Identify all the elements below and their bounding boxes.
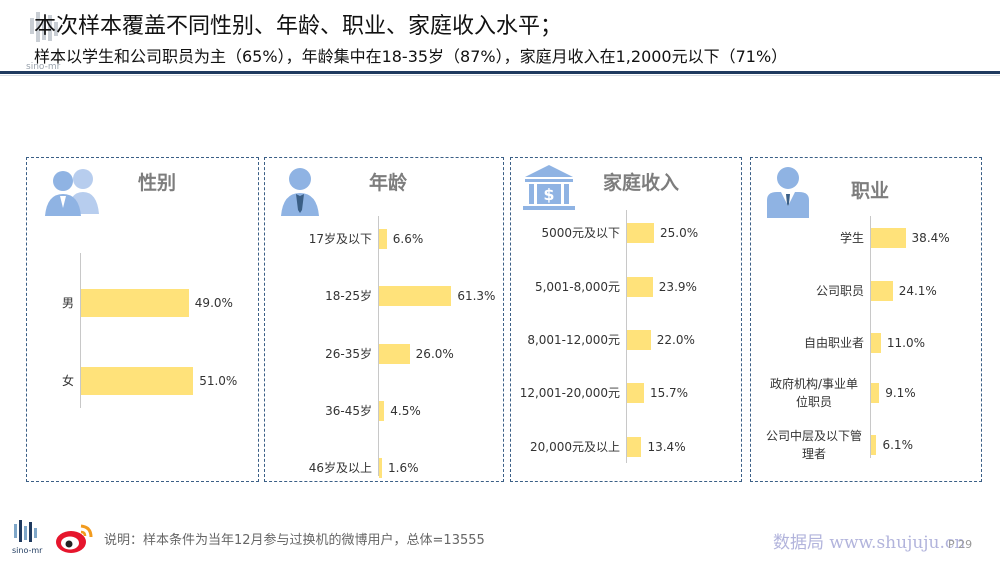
value-label: 9.1% [885,386,916,400]
bar [379,286,452,306]
panel-age: 年龄 17岁及以下 6.6% 18-25岁 61.3% 26-35岁 26.0% 36-45… [264,157,504,482]
category-label: 5,001-8,000元 [534,280,620,294]
value-label: 13.4% [647,440,686,454]
bar [871,281,893,301]
value-label: 6.1% [882,438,913,452]
brand-text: sino-mr [26,62,61,72]
category-label: 17岁及以下 [308,232,372,246]
category-label: 女 [61,374,74,388]
value-label: 6.6% [392,232,424,246]
bar [871,435,877,455]
value-label: 49.0% [194,296,233,310]
category-label: 政府机构/事业单位职员 [769,377,859,409]
bar [81,367,194,395]
category-axis [626,210,627,463]
bar [379,401,385,421]
person-icon [279,166,321,220]
category-label: 18-25岁 [325,289,372,303]
panel-gender: 性别 男 49.0% 女 51.0% [26,157,259,482]
category-label: 36-45岁 [325,404,372,418]
svg-text:$: $ [543,185,554,204]
bar [871,228,906,248]
value-label: 23.9% [658,280,697,294]
sino-mr-logo: sino-mr [24,8,84,72]
value-label: 1.6% [388,461,419,475]
value-label: 61.3% [457,289,496,303]
bar [81,289,189,317]
category-label: 公司中层及以下管理者 [765,429,862,461]
sino-mr-footer-logo: sino-mr [12,520,52,556]
value-label: 26.0% [415,347,454,361]
bar [627,330,651,350]
value-label: 25.0% [660,226,699,240]
category-label: 5000元及以下 [541,226,620,240]
value-label: 11.0% [886,336,926,350]
weibo-icon [54,521,94,555]
category-label: 12,001-20,000元 [519,386,620,400]
category-label: 男 [61,296,74,310]
panel-title: 年龄 [369,172,408,194]
panel-income: $ 家庭收入 5000元及以下 25.0% 5,001-8,000元 23.9% 8,0… [510,157,742,482]
value-label: 38.4% [911,231,950,245]
sino-mr-mark-icon [30,12,58,42]
bar [379,229,387,249]
category-axis [378,216,379,476]
employee-icon [763,166,813,222]
bar [627,437,642,457]
value-label: 22.0% [656,333,695,347]
category-axis [870,216,871,458]
category-label: 26-35岁 [325,347,372,361]
value-label: 51.0% [199,374,238,388]
page-number: P 29 [948,538,973,551]
panel-title: 性别 [138,172,177,194]
watermark: 数据局 www.shujuju.cn [773,533,966,553]
bar [379,458,382,478]
header-divider [0,71,1000,74]
category-label: 学生 [839,231,864,245]
panel-occupation: 职业 学生 38.4% 公司职员 24.1% 自由职业者 11.0% 政府机构/事业单位职员… [750,157,982,482]
footnote: 说明：样本条件为当年12月参与过换机的微博用户，总体=13555 [104,533,485,548]
panel-title: 职业 [851,180,890,202]
value-label: 15.7% [649,386,689,400]
value-label: 4.5% [390,404,421,418]
category-label: 自由职业者 [803,336,864,350]
category-label: 46岁及以上 [308,461,372,475]
panel-title: 家庭收入 [603,172,680,194]
people-icon [41,166,103,220]
page-subtitle: 样本以学生和公司职员为主（65%），年龄集中在18-35岁（87%），家庭月收入… [34,47,788,66]
page-title: 本次样本覆盖不同性别、年龄、职业、家庭收入水平； [34,14,563,39]
bar [871,333,881,353]
svg-text:sino-mr: sino-mr [12,546,43,555]
bar [627,383,644,403]
bank-icon: $ [521,163,577,217]
category-label: 8,001-12,000元 [527,333,620,347]
value-label: 24.1% [898,284,937,298]
category-axis [80,253,81,408]
category-label: 20,000元及以上 [530,440,620,454]
bar [627,223,654,243]
header-divider-thin [0,75,1000,76]
bar [627,277,653,297]
bar [379,344,410,364]
category-label: 公司职员 [815,284,864,298]
bar [871,383,880,403]
